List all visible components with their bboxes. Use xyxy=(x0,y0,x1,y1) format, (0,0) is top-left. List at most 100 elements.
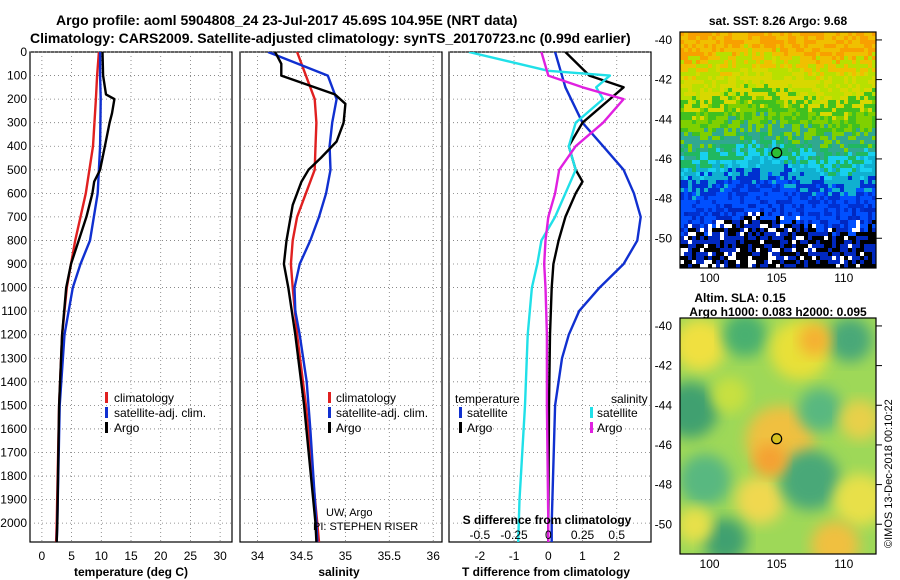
depth-tick-label: 1800 xyxy=(0,469,27,483)
depth-tick-label: 1100 xyxy=(1,304,27,318)
legend-swatch-t-argo xyxy=(459,422,462,433)
depth-tick-label: 1500 xyxy=(0,398,27,412)
legend-label-argo: Argo xyxy=(114,421,140,435)
temperature-axis-label: temperature (deg C) xyxy=(74,565,188,579)
s-diff-tick-label: 0 xyxy=(545,528,552,542)
s-diff-tick-label: 0.25 xyxy=(571,528,595,542)
depth-tick-label: 900 xyxy=(7,257,27,271)
title-line-2: Climatology: CARS2009. Satellite-adjuste… xyxy=(30,30,631,46)
salinity-panel xyxy=(239,51,443,543)
x-tick-label: 20 xyxy=(154,549,168,563)
sla-blob xyxy=(754,444,786,476)
depth-tick-label: 1900 xyxy=(0,493,27,507)
depth-tick-label: 0 xyxy=(20,45,27,59)
legend-label-t-argo: Argo xyxy=(467,421,493,435)
lon-tick-label: 110 xyxy=(834,271,853,285)
sla-blob xyxy=(834,474,876,526)
depth-tick-label: 1300 xyxy=(0,351,27,365)
x-tick-label: 0 xyxy=(545,549,552,563)
depth-tick-label: 700 xyxy=(7,210,27,224)
sla-map-title-line-2: Argo h1000: 0.083 h2000: 0.095 xyxy=(689,305,867,319)
lat-tick-label: -42 xyxy=(655,359,673,373)
sla-blob xyxy=(680,382,718,438)
pi-annotation-line-2: PI: STEPHEN RISER xyxy=(313,521,418,533)
lon-tick-label: 110 xyxy=(834,557,853,571)
lon-tick-label: 105 xyxy=(767,271,787,285)
series-line-satellite-adj-clim- xyxy=(267,52,338,542)
temperature-tick-labels: 0 5 10 15 20 25 30 xyxy=(39,549,228,563)
legend-swatch-argo xyxy=(328,422,331,433)
depth-tick-label: 1600 xyxy=(0,422,27,436)
s-difference-axis-label: S difference from climatology xyxy=(463,513,632,527)
legend-label-climatology: climatology xyxy=(336,391,396,405)
x-tick-label: 35 xyxy=(339,549,353,563)
depth-tick-label: 1700 xyxy=(0,445,27,459)
legend-label-argo: Argo xyxy=(336,421,362,435)
legend-swatch-s-argo xyxy=(590,422,593,433)
salinity-lines xyxy=(267,52,347,542)
lon-tick-label: 100 xyxy=(700,557,720,571)
sla-blob xyxy=(780,450,840,510)
series-line-t-satellite xyxy=(550,52,642,542)
lat-tick-label: -44 xyxy=(655,112,673,126)
sst-map-ticks: -40 -42 -44 -46 -48 -50 100 105 110 xyxy=(655,33,882,285)
title-line-1: Argo profile: aoml 5904808_24 23-Jul-201… xyxy=(56,12,517,28)
legend-swatch-argo xyxy=(105,422,108,433)
s-diff-tick-label: 0.5 xyxy=(608,528,625,542)
depth-tick-label: 1400 xyxy=(0,375,27,389)
sla-blob xyxy=(680,507,713,543)
lat-tick-label: -40 xyxy=(655,319,673,333)
difference-legend: temperature satellite Argo salinity sate… xyxy=(455,392,648,435)
series-line-t-argo xyxy=(547,52,625,542)
x-tick-label: 10 xyxy=(95,549,109,563)
sla-blob xyxy=(680,454,731,506)
lat-tick-label: -48 xyxy=(655,192,673,206)
x-tick-label: 34.5 xyxy=(290,549,314,563)
sla-blob xyxy=(736,476,784,524)
sla-blob xyxy=(799,324,831,356)
sla-blob xyxy=(680,319,726,371)
legend-label-s-argo: Argo xyxy=(597,421,623,435)
sla-map-frame xyxy=(679,317,877,555)
pi-annotation-line-1: UW, Argo xyxy=(326,507,372,519)
t-difference-axis-label: T difference from climatology xyxy=(462,565,630,579)
sst-map xyxy=(680,32,876,268)
difference-panel xyxy=(448,51,652,543)
difference-lines xyxy=(468,52,642,542)
sla-blob xyxy=(840,400,876,440)
temperature-lines xyxy=(54,52,116,542)
s-diff-tick-label: -0.25 xyxy=(500,528,528,542)
sla-blob xyxy=(811,521,859,554)
series-line-s-argo xyxy=(540,52,625,542)
depth-tick-label: 2000 xyxy=(0,516,27,530)
legend-swatch-satellite-adj xyxy=(105,407,108,418)
salinity-difference-tick-labels: -0.5 -0.25 0 0.25 0.5 xyxy=(469,528,625,542)
salinity-tick-labels: 34 34.5 35 35.5 36 xyxy=(251,549,440,563)
sla-blob xyxy=(723,318,767,357)
legend-label-s-satellite: satellite xyxy=(597,406,638,420)
depth-tick-label: 500 xyxy=(7,163,27,177)
sla-blob xyxy=(798,388,842,432)
x-tick-label: -2 xyxy=(474,549,485,563)
sla-map xyxy=(680,318,876,554)
depth-tick-labels: 0 100 200 300 400 500 600 700 800 900 1000 1100 1200… xyxy=(0,45,27,530)
salinity-axis-label: salinity xyxy=(318,565,360,579)
lat-tick-label: -50 xyxy=(655,517,673,531)
s-diff-tick-label: -0.5 xyxy=(469,528,490,542)
legend-swatch-climatology xyxy=(328,392,331,403)
x-tick-label: 36 xyxy=(427,549,441,563)
lat-tick-label: -48 xyxy=(655,478,673,492)
lat-tick-label: -46 xyxy=(655,438,673,452)
legend-label-climatology: climatology xyxy=(114,391,174,405)
depth-tick-label: 800 xyxy=(7,233,27,247)
argo-location-marker xyxy=(771,433,783,445)
temperature-grid xyxy=(30,51,232,542)
legend-swatch-s-satellite xyxy=(590,407,593,418)
depth-tick-label: 1000 xyxy=(0,281,27,295)
lat-tick-label: -50 xyxy=(655,231,673,245)
legend-swatch-satellite-adj xyxy=(328,407,331,418)
series-line-climatology xyxy=(289,52,321,542)
x-tick-label: 5 xyxy=(68,549,75,563)
sla-blob xyxy=(828,318,872,362)
sla-map-ticks: -40 -42 -44 -46 -48 -50 100 105 110 xyxy=(655,319,882,571)
